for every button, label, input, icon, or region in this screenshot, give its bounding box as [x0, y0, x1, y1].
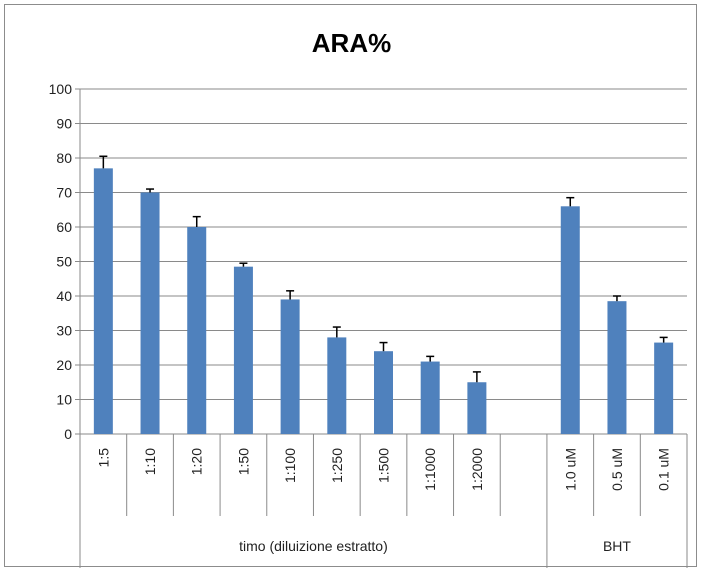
y-tick-label: 10	[56, 392, 72, 408]
category-label: 0.1 uM	[656, 448, 672, 491]
category-label: 1:250	[329, 448, 345, 483]
bar	[140, 192, 160, 434]
bar	[560, 206, 580, 434]
y-tick-label: 60	[56, 219, 72, 235]
category-label: 0.5 uM	[609, 448, 625, 491]
category-label: 1:20	[189, 448, 205, 475]
bar	[420, 361, 440, 434]
bars	[93, 168, 674, 434]
bar	[607, 301, 627, 434]
category-label: 1:500	[376, 448, 392, 483]
y-tick-label: 0	[64, 426, 72, 442]
bar	[327, 337, 347, 434]
category-label: 1:100	[282, 448, 298, 483]
y-tick-label: 90	[56, 116, 72, 132]
category-label: 1:1000	[422, 448, 438, 491]
bar	[233, 266, 253, 434]
category-label: 1.0 uM	[562, 448, 578, 491]
y-tick-label: 70	[56, 185, 72, 201]
bar	[280, 299, 300, 434]
bar	[187, 227, 207, 434]
bar	[654, 342, 674, 434]
y-tick-label: 50	[56, 254, 72, 270]
group-label: timo (diluizione estratto)	[239, 538, 388, 554]
y-tick-label: 100	[49, 81, 73, 97]
category-labels: 1:5 1:10 1:20 1:50 1:100 1:250 1:500 1:1000 1:20…	[95, 448, 671, 554]
category-label: 1:2000	[469, 448, 485, 491]
y-tick-label: 40	[56, 288, 72, 304]
group-label: BHT	[603, 538, 631, 554]
y-tick-label: 30	[56, 323, 72, 339]
chart-frame	[4, 4, 697, 567]
error-bars	[99, 155, 668, 383]
category-label: 1:10	[142, 448, 158, 475]
category-label: 1:5	[95, 448, 111, 468]
chart-title: ARA%	[311, 28, 392, 58]
bar	[374, 351, 393, 434]
bar	[93, 168, 113, 434]
y-tick-label: 20	[56, 357, 72, 373]
gridlines	[80, 88, 687, 400]
bar	[467, 382, 487, 434]
y-tick-label: 80	[56, 150, 72, 166]
category-label: 1:50	[235, 448, 251, 475]
